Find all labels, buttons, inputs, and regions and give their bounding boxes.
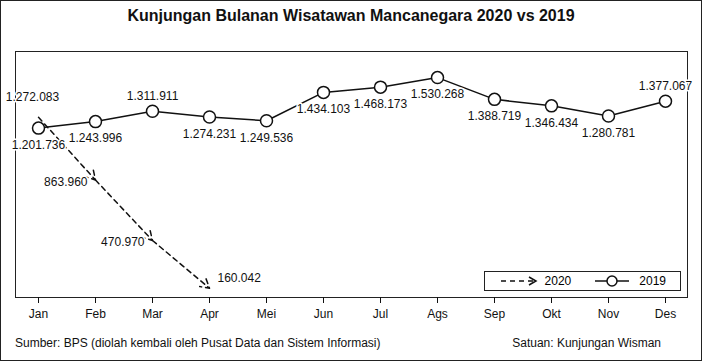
svg-text:Mar: Mar [142,307,163,321]
svg-text:1.249.536: 1.249.536 [240,131,294,145]
svg-text:1.530.268: 1.530.268 [411,87,465,101]
svg-text:Nov: Nov [598,307,619,321]
svg-text:Jun: Jun [314,307,333,321]
svg-text:1.377.067: 1.377.067 [639,79,693,93]
html-text:Kunjungan Bulanan Wisatawan Ma: Kunjungan Bulanan Wisatawan Mancanegara … [127,7,575,24]
svg-text:1.274.231: 1.274.231 [183,127,237,141]
html-text:2020: 2020 [544,274,572,288]
html-text:Satuan: Kunjungan Wisman: Satuan: Kunjungan Wisman [512,336,661,350]
svg-text:1.272.083: 1.272.083 [6,90,60,104]
svg-text:Okt: Okt [542,307,561,321]
svg-text:1.346.434: 1.346.434 [525,116,579,130]
svg-text:470.970: 470.970 [101,235,145,249]
svg-text:1.201.736: 1.201.736 [12,138,66,152]
html-text:2019: 2019 [639,274,666,288]
html-text:Sumber: BPS (diolah kembali ol: Sumber: BPS (diolah kembali oleh Pusat D… [15,336,381,350]
svg-text:863.960: 863.960 [44,175,88,189]
svg-text:Sep: Sep [484,307,506,321]
svg-text:Apr: Apr [200,307,219,321]
svg-text:Des: Des [655,307,676,321]
svg-text:1.280.781: 1.280.781 [582,126,636,140]
svg-text:1.243.996: 1.243.996 [69,131,123,145]
svg-text:1.388.719: 1.388.719 [468,109,522,123]
svg-text:Feb: Feb [85,307,106,321]
svg-text:1.468.173: 1.468.173 [354,97,408,111]
svg-text:Ags: Ags [427,307,448,321]
svg-text:Jul: Jul [373,307,388,321]
svg-text:Jan: Jan [29,307,48,321]
svg-text:1.434.103: 1.434.103 [297,102,351,116]
svg-text:160.042: 160.042 [218,271,262,285]
svg-text:1.311.911: 1.311.911 [127,89,179,103]
svg-text:Mei: Mei [257,307,276,321]
